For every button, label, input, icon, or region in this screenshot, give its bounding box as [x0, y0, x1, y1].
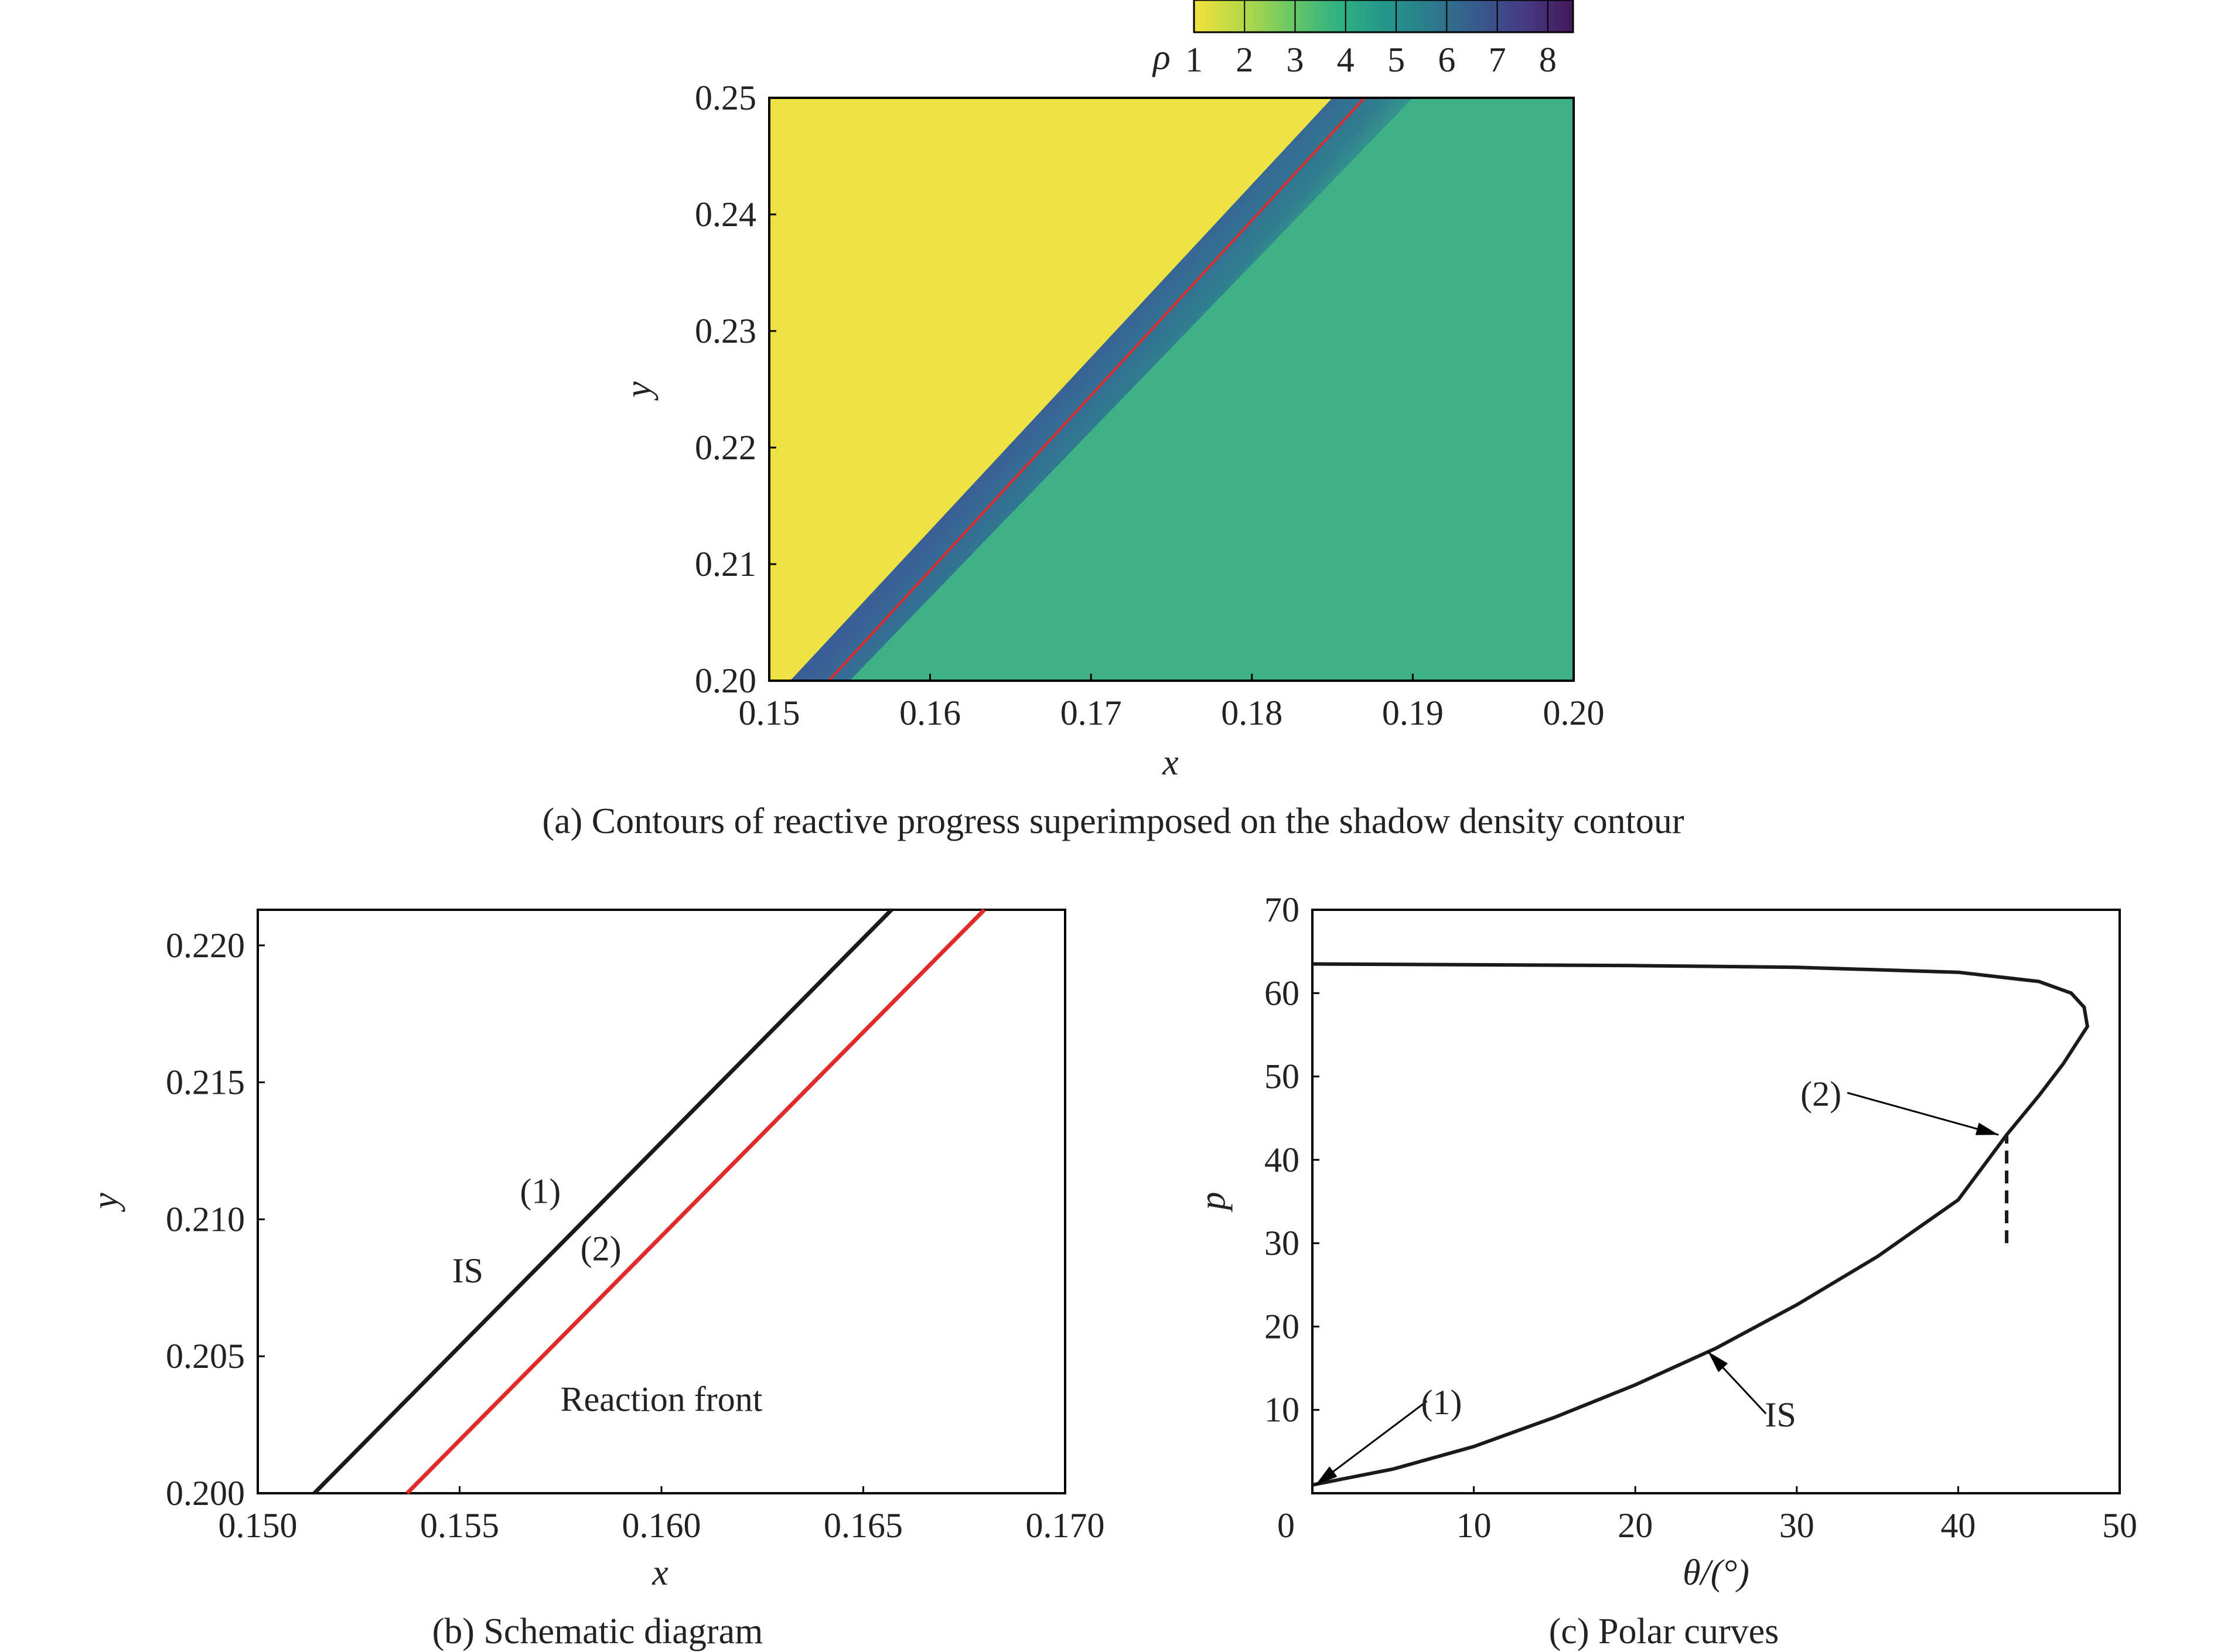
shock-band	[790, 98, 1413, 681]
x-tick-label: 0.17	[1060, 694, 1122, 732]
x-tick-label: 10	[1456, 1506, 1492, 1545]
y-tick-label: 0.22	[695, 428, 756, 467]
y-tick-label: 0.215	[166, 1063, 245, 1102]
arrow-line	[1315, 1400, 1428, 1486]
caption-b: (b) Schematic diagram	[432, 1612, 763, 1651]
y-tick-label: 0.23	[695, 312, 756, 350]
x-tick-label: 50	[2102, 1506, 2137, 1545]
annotation-label: (2)	[581, 1230, 622, 1268]
y-tick-label: 0.24	[695, 195, 756, 234]
x-ticks-b: 0.150 0.155 0.160 0.165 0.170	[219, 1486, 1105, 1545]
annotation-label: IS	[452, 1251, 483, 1290]
y-ticks-b: 0.200 0.205 0.210 0.215 0.220	[166, 926, 265, 1513]
colorbar-gradient	[1193, 0, 1574, 33]
x-tick-label: 0.155	[420, 1506, 499, 1545]
y-tick-label: 50	[1264, 1057, 1299, 1096]
panel-c: (1) (2) IS 0 10 20 30 40 50 10 20 30 40 50 60 70 θ/(°…	[1193, 890, 2137, 1651]
is-polar-curve	[1312, 962, 2090, 1487]
y-tick-label: 0.220	[166, 926, 245, 965]
y-ticks-a: 0.20 0.21 0.22 0.23 0.24 0.25	[695, 78, 776, 700]
x-tick-label: 0.16	[899, 694, 961, 732]
colorbar-tick-label: 1	[1185, 40, 1203, 79]
y-tick-label: 0.20	[695, 661, 756, 700]
x-tick-label: 0.170	[1026, 1506, 1105, 1545]
x-tick-label: 0.165	[824, 1506, 903, 1545]
x-axis-label-b: x	[651, 1553, 668, 1593]
x-tick-label: 0.15	[739, 694, 800, 732]
y-ticks-c: 10 20 30 40 50 60 70	[1264, 890, 1319, 1429]
arrow-head	[1315, 1466, 1338, 1485]
y-axis-label-a: y	[619, 381, 659, 401]
y-tick-label: 30	[1264, 1224, 1299, 1262]
colorbar-tick-label: 8	[1539, 40, 1557, 79]
annotation-arrow: IS	[1707, 1351, 1796, 1434]
colorbar-tick-label: 4	[1337, 40, 1355, 79]
x-ticks-a: 0.15 0.16 0.17 0.18 0.19 0.20	[739, 674, 1605, 732]
colorbar-label: ρ	[1152, 37, 1171, 77]
colorbar-tick-label: 2	[1236, 40, 1253, 79]
x-axis-label-a: x	[1162, 743, 1179, 783]
annotation-label: Reaction front	[561, 1380, 763, 1419]
annotation-label: IS	[1765, 1395, 1796, 1434]
y-tick-label: 0.210	[166, 1200, 245, 1238]
x-tick-label: 0.19	[1382, 694, 1444, 732]
y-axis-label-c: p	[1193, 1192, 1233, 1213]
is-line	[312, 908, 893, 1495]
x-tick-label: 0.160	[622, 1506, 701, 1545]
caption-c: (c) Polar curves	[1549, 1612, 1779, 1651]
heatmap	[769, 98, 1574, 681]
y-tick-label: 0.200	[166, 1474, 245, 1513]
y-axis-label-b: y	[86, 1193, 125, 1213]
x-tick-label: 0.18	[1221, 694, 1282, 732]
x-tick-label: 0.20	[1543, 694, 1605, 732]
unshocked-region	[769, 98, 1333, 681]
axes-frame-c	[1311, 909, 2121, 1494]
arrow-head	[1975, 1122, 1999, 1135]
x-tick-label: 20	[1618, 1506, 1653, 1545]
y-tick-label: 0.25	[695, 78, 756, 117]
annotation-arrow: (2)	[1800, 1074, 1999, 1136]
y-tick-label: 0.205	[166, 1337, 245, 1375]
x-tick-label: 40	[1940, 1506, 1976, 1545]
arrow-line	[1847, 1091, 1999, 1136]
x-tick-label: 0.150	[219, 1506, 298, 1545]
colorbar-tick-label: 7	[1489, 40, 1506, 79]
caption-a: (a) Contours of reactive progress superi…	[542, 801, 1684, 841]
x-axis-label-c: θ/(°)	[1683, 1553, 1749, 1593]
annotations-c: (1) (2) IS	[1315, 1074, 1999, 1486]
annotation-label: (1)	[1421, 1383, 1462, 1422]
colorbar-tick-label: 6	[1438, 40, 1455, 79]
annotation-arrow: (1)	[1315, 1383, 1462, 1486]
annotation-label: (1)	[520, 1172, 561, 1210]
annotation-label: (2)	[1800, 1074, 1841, 1113]
y-tick-label: 70	[1264, 890, 1299, 929]
reaction-front-line	[405, 908, 986, 1495]
arrow-head	[1708, 1351, 1728, 1373]
axes-frame-a	[768, 97, 1575, 682]
y-tick-label: 60	[1264, 974, 1299, 1012]
x-tick-label: 0	[1277, 1506, 1295, 1545]
annotations-b: (1) (2) IS Reaction front	[452, 1172, 763, 1418]
x-tick-label: 30	[1779, 1506, 1814, 1545]
x-ticks-c: 0 10 20 30 40 50	[1277, 1486, 2137, 1545]
y-tick-label: 0.21	[695, 545, 756, 583]
y-tick-label: 20	[1264, 1307, 1299, 1346]
reaction-front-contour	[828, 98, 1366, 681]
y-tick-label: 40	[1264, 1141, 1299, 1179]
y-tick-label: 10	[1264, 1391, 1299, 1429]
colorbar-tick-label: 5	[1387, 40, 1405, 79]
colorbar-tick-label: 3	[1287, 40, 1304, 79]
